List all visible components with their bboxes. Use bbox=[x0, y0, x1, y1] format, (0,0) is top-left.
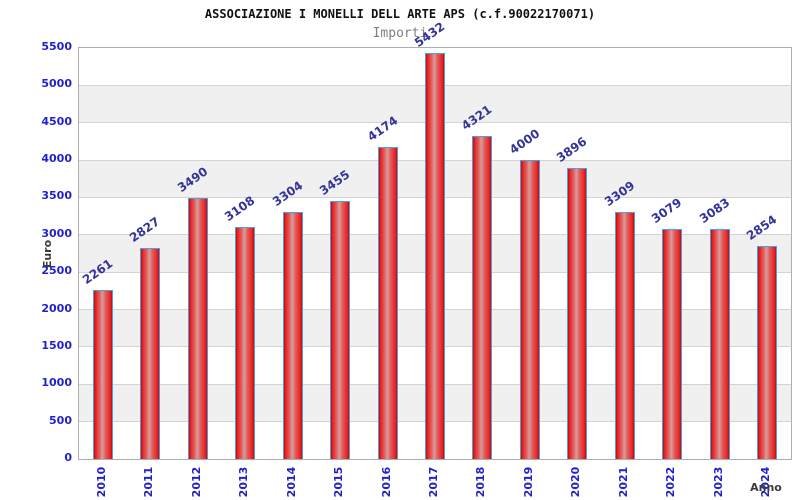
bar bbox=[757, 245, 778, 459]
bar bbox=[567, 167, 588, 459]
bar bbox=[472, 136, 493, 459]
x-tick-label: 2023 bbox=[711, 466, 725, 498]
x-tick-label: 2010 bbox=[94, 466, 108, 498]
y-tick-label: 2500 bbox=[41, 264, 72, 278]
y-tick-label: 3500 bbox=[41, 189, 72, 203]
chart-title: ASSOCIAZIONE I MONELLI DELL ARTE APS (c.… bbox=[204, 7, 596, 21]
bar bbox=[235, 226, 256, 459]
bar bbox=[330, 200, 351, 459]
y-tick-label: 4500 bbox=[41, 114, 72, 128]
x-tick-label: 2018 bbox=[474, 466, 488, 498]
bar bbox=[377, 147, 398, 459]
chart-subtitle: Importi bbox=[372, 26, 428, 41]
x-tick-label: 2015 bbox=[332, 466, 346, 498]
y-tick-label: 4000 bbox=[41, 152, 72, 166]
bar bbox=[519, 160, 540, 459]
y-tick-label: 5500 bbox=[41, 40, 72, 53]
x-tick-label: 2016 bbox=[379, 466, 393, 498]
y-tick-label: 0 bbox=[64, 451, 72, 464]
x-tick-label: 2020 bbox=[569, 466, 583, 498]
bar bbox=[140, 247, 161, 459]
x-tick-label: 2012 bbox=[189, 466, 203, 498]
y-tick-label: 1500 bbox=[41, 338, 72, 352]
bar bbox=[614, 211, 635, 459]
y-tick-label: 500 bbox=[49, 413, 72, 427]
x-tick-label: 2022 bbox=[664, 466, 678, 498]
x-tick-label: 2011 bbox=[142, 466, 156, 498]
y-tick-label: 2000 bbox=[41, 301, 72, 315]
bar bbox=[425, 53, 445, 459]
bar bbox=[187, 198, 208, 459]
y-tick-label: 5000 bbox=[41, 77, 72, 91]
x-tick-label: 2014 bbox=[284, 466, 298, 498]
y-tick-label: 3000 bbox=[41, 226, 72, 240]
x-tick-label: 2021 bbox=[616, 466, 630, 498]
x-tick-label: 2013 bbox=[237, 466, 251, 498]
bar bbox=[662, 228, 683, 459]
x-axis-title: Anno bbox=[750, 481, 782, 494]
bar bbox=[92, 290, 113, 459]
y-tick-label: 1000 bbox=[41, 376, 72, 390]
bar bbox=[709, 228, 730, 459]
plot-area: 2261 2827 3490 3108 3304 3455 4174 5432 4321 4000… bbox=[78, 19, 792, 460]
x-tick-label: 2017 bbox=[427, 466, 440, 498]
bar bbox=[282, 212, 303, 459]
x-tick-label: 2019 bbox=[521, 466, 535, 498]
